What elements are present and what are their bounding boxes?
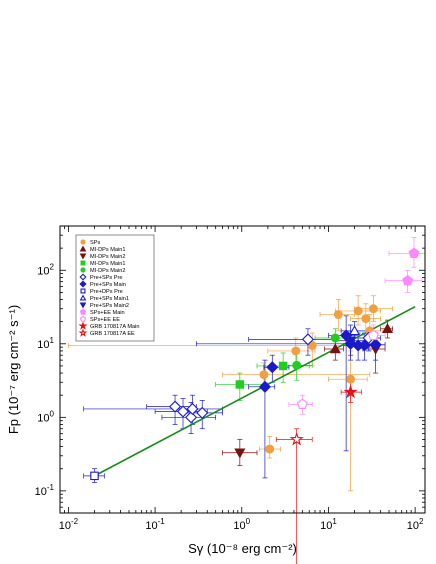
fit-line-layer <box>94 305 416 477</box>
legend-label: MI-DPs Main2 <box>90 268 125 274</box>
data-point <box>184 411 198 424</box>
x-axis-title: Sγ (10⁻⁸ erg cm⁻²) <box>188 541 297 556</box>
legend-marker <box>79 308 87 315</box>
legend-box <box>75 234 155 342</box>
data-point <box>361 314 371 324</box>
data-point <box>291 346 301 356</box>
legend-marker <box>79 294 87 301</box>
legend-label: Pre+SPs Pre <box>90 275 123 281</box>
data-point <box>329 343 341 354</box>
legend-marker <box>79 273 87 281</box>
legend-marker <box>80 260 86 266</box>
y-tick-label: 100 <box>37 409 54 424</box>
data-point <box>402 275 414 286</box>
data-point <box>368 304 378 314</box>
y-axis-title: Fp (10⁻⁷ erg cm⁻² s⁻¹) <box>6 305 21 434</box>
legend-label: SPs+EE EE <box>90 317 120 323</box>
data-point <box>278 361 288 371</box>
data-point <box>358 339 371 352</box>
x-tick-label: 10-1 <box>145 517 165 532</box>
legend-marker <box>80 239 86 245</box>
x-tick-label: 102 <box>407 517 424 532</box>
data-point <box>176 405 190 418</box>
legend-label: Pre+SPs Main2 <box>90 303 129 309</box>
data-point <box>292 360 302 370</box>
data-point <box>345 336 357 347</box>
y-tick-label: 102 <box>37 262 54 277</box>
x-tick-label: 100 <box>233 517 250 532</box>
data-point <box>235 380 245 389</box>
legend-label: SPs <box>90 240 100 246</box>
x-tick-label: 101 <box>320 517 337 532</box>
data-point <box>289 432 304 446</box>
legend-marker <box>79 245 87 252</box>
y-tick-label: 101 <box>37 336 54 351</box>
data-point <box>258 380 271 393</box>
legend-marker <box>79 280 87 288</box>
data-point <box>168 400 182 413</box>
legend-label: MI-DPs Main2 <box>90 254 125 260</box>
legend-label: Pre+SPs Main <box>90 282 126 288</box>
legend-label: GRB 170817A EE <box>90 331 135 337</box>
x-axis: 10-2 10-1 100 101 102 <box>59 226 424 532</box>
legend-label: MI-DPs Main1 <box>90 261 125 267</box>
y-tick-label: 10-1 <box>35 483 55 498</box>
legend-label: Pre+SPs Main1 <box>90 296 129 302</box>
x-tick-label: 10-2 <box>59 517 79 532</box>
data-point <box>307 340 317 350</box>
legend-marker <box>80 267 86 273</box>
data-point <box>353 306 363 316</box>
data-point <box>343 384 358 399</box>
data-point <box>265 444 275 454</box>
data-point <box>367 329 379 341</box>
data-point <box>349 325 361 336</box>
data-point <box>369 338 382 351</box>
data-point <box>296 398 308 410</box>
data-point <box>266 361 279 374</box>
legend-label: GRB 170817A Main <box>90 324 139 330</box>
legend-marker <box>79 302 87 309</box>
data-point <box>90 471 99 481</box>
data-point <box>301 333 315 346</box>
legend-label: SPs+EE Main <box>90 310 125 316</box>
legend-marker <box>79 253 87 260</box>
data-point <box>408 247 420 258</box>
data-point <box>333 310 343 320</box>
legend-label: Pre+DPs Pre <box>90 289 123 295</box>
fit-line <box>94 305 416 477</box>
plot-frame <box>59 225 426 514</box>
legend-marker <box>80 288 86 294</box>
data-points-layer <box>90 247 420 481</box>
data-point <box>186 402 199 416</box>
data-point <box>234 448 246 459</box>
y-axis: 10-1 100 101 102 <box>35 225 425 514</box>
data-point <box>381 323 394 334</box>
legend-label: MI-DPs Main1 <box>90 247 125 253</box>
data-point <box>346 374 356 384</box>
data-point <box>330 333 340 343</box>
legend-marker <box>79 315 87 322</box>
legend-marker <box>78 321 88 330</box>
data-point <box>196 406 209 419</box>
data-point <box>259 370 269 380</box>
legend-marker <box>78 328 88 337</box>
